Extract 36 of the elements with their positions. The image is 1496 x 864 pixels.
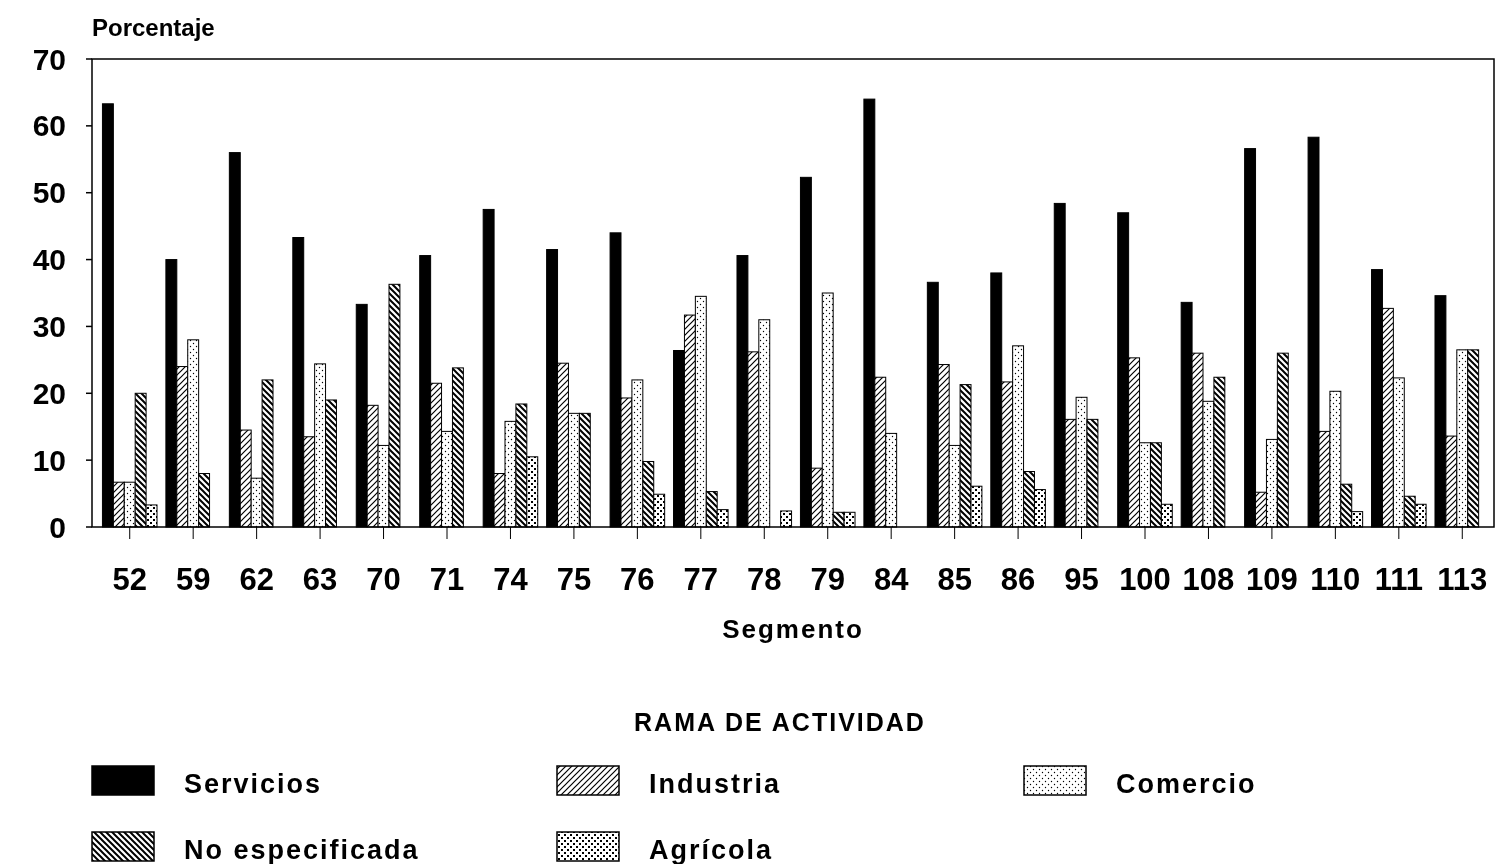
- x-tick-label: 79: [810, 562, 845, 597]
- x-tick-label: 75: [556, 562, 592, 597]
- x-tick-label: 74: [493, 562, 529, 597]
- y-axis-title: Porcentaje: [92, 14, 215, 41]
- y-tick-label: 50: [32, 176, 66, 210]
- x-tick-label: 70: [366, 562, 401, 597]
- y-tick-label: 30: [32, 309, 66, 343]
- y-tick-label: 20: [32, 376, 66, 410]
- legend-label: Servicios: [184, 769, 323, 800]
- x-tick-label: 76: [620, 562, 655, 597]
- y-tick-label: 70: [32, 42, 66, 76]
- x-tick-label: 59: [175, 562, 211, 597]
- y-tick-label: 40: [32, 243, 66, 277]
- x-tick-label: 78: [747, 562, 782, 597]
- x-tick-label: 84: [873, 562, 910, 597]
- legend-title: RAMA DE ACTIVIDAD: [634, 708, 926, 736]
- x-tick-label: 85: [937, 562, 972, 597]
- y-tick-label: 10: [32, 443, 66, 477]
- x-tick-label: 108: [1182, 562, 1235, 597]
- x-tick-label: 62: [239, 562, 274, 597]
- y-tick-label: 60: [32, 109, 66, 143]
- x-tick-label: 110: [1310, 562, 1361, 597]
- legend-label: Industria: [649, 769, 782, 800]
- x-tick-label: 71: [429, 562, 465, 597]
- x-tick-label: 63: [302, 562, 338, 597]
- x-axis-title: Segmento: [722, 614, 864, 644]
- x-tick-label: 52: [112, 562, 147, 597]
- legend-label: Comercio: [1116, 769, 1257, 800]
- x-tick-label: 95: [1064, 562, 1099, 597]
- x-tick-label: 100: [1119, 562, 1171, 597]
- x-tick-label: 111: [1374, 562, 1423, 597]
- x-tick-label: 113: [1437, 562, 1488, 597]
- x-tick-label: 86: [1000, 562, 1036, 597]
- x-tick-label: 109: [1246, 562, 1298, 597]
- x-tick-label: 77: [683, 562, 719, 597]
- y-tick-label: 0: [49, 510, 66, 544]
